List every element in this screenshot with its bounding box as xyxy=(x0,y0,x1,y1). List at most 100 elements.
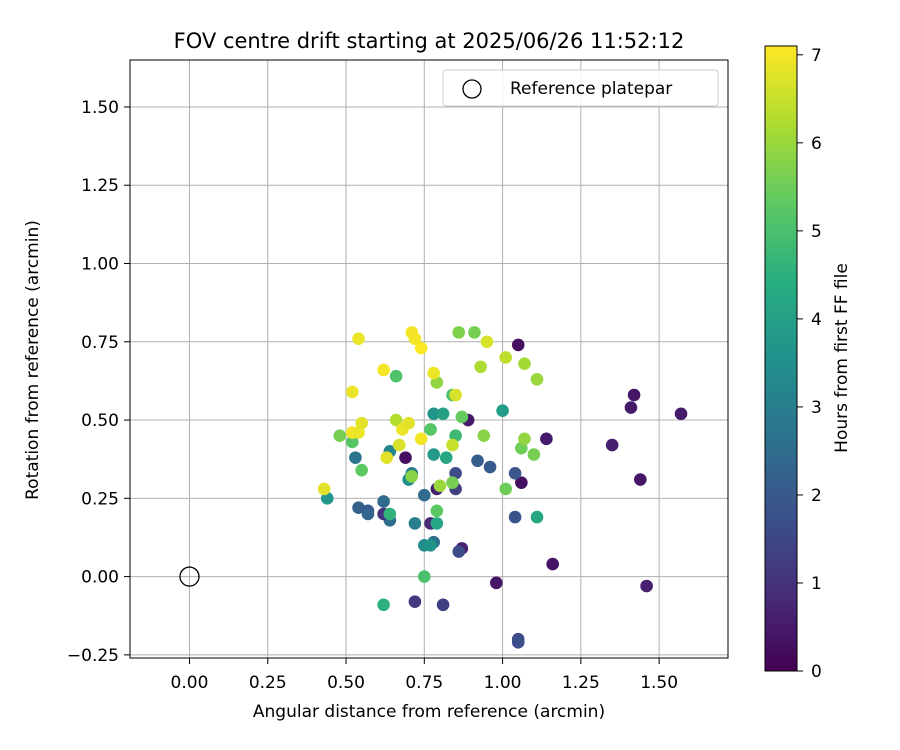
data-point xyxy=(605,438,619,452)
data-point xyxy=(418,570,431,583)
data-point xyxy=(352,501,365,515)
data-point xyxy=(452,545,466,558)
plot-frame xyxy=(129,59,729,659)
colorbar: 0 1 2 3 4 5 6 7 Hours from first FF file xyxy=(764,45,852,682)
data-point xyxy=(355,463,368,477)
colorbar-tick-label: 7 xyxy=(811,46,822,66)
data-point xyxy=(414,432,428,446)
legend-box xyxy=(442,69,719,107)
data-point xyxy=(477,429,491,443)
legend-entry: Reference platepar xyxy=(510,79,672,99)
colorbar-tick-label: 1 xyxy=(811,574,822,594)
data-point xyxy=(508,510,522,524)
data-point xyxy=(439,451,453,464)
data-point xyxy=(455,410,469,424)
data-point xyxy=(530,373,544,386)
y-tick-label: −0.25 xyxy=(67,646,119,666)
data-point xyxy=(508,466,522,480)
colorbar-tick-label: 2 xyxy=(811,486,822,506)
x-tick-label: 0.00 xyxy=(171,673,209,693)
x-tick-label: 1.00 xyxy=(484,673,522,693)
data-point xyxy=(518,357,531,370)
data-point xyxy=(530,510,544,524)
data-point xyxy=(424,538,437,552)
data-point xyxy=(408,595,422,608)
data-point xyxy=(317,482,331,496)
data-point xyxy=(515,476,528,489)
colorbar-label: Hours from first FF file xyxy=(832,263,852,453)
data-point xyxy=(377,363,390,377)
data-point xyxy=(446,438,459,452)
y-tick-label: 1.00 xyxy=(81,255,119,275)
data-point xyxy=(399,451,412,464)
data-point xyxy=(490,576,503,590)
data-point xyxy=(349,451,362,464)
data-point xyxy=(480,335,494,349)
x-tick-label: 0.75 xyxy=(405,673,443,693)
legend-marker-icon xyxy=(462,79,482,99)
data-point xyxy=(518,432,531,446)
data-point xyxy=(511,636,525,649)
grid xyxy=(130,60,728,658)
data-point xyxy=(383,507,397,521)
data-point xyxy=(674,407,688,421)
data-point xyxy=(449,388,462,402)
data-point xyxy=(627,388,641,402)
y-tick-label: 1.25 xyxy=(81,176,119,196)
data-point xyxy=(436,598,450,612)
data-point xyxy=(436,407,450,421)
data-point xyxy=(427,448,440,461)
data-point xyxy=(427,366,440,380)
data-point xyxy=(430,517,444,530)
data-point xyxy=(389,413,403,427)
y-tick-label: 1.50 xyxy=(81,98,119,118)
data-point xyxy=(427,407,440,421)
data-point xyxy=(380,451,394,464)
x-tick-label: 0.25 xyxy=(249,673,287,693)
chart-title: FOV centre drift starting at 2025/06/26 … xyxy=(174,29,685,53)
y-tick-label: 0.50 xyxy=(81,411,119,431)
data-point xyxy=(468,326,481,339)
data-points xyxy=(179,326,688,649)
data-point xyxy=(408,517,422,530)
data-point xyxy=(355,416,368,430)
data-point xyxy=(496,404,509,417)
data-point xyxy=(389,369,403,383)
y-tick-label: 0.75 xyxy=(81,333,119,353)
data-point xyxy=(640,579,653,593)
data-point xyxy=(540,432,553,446)
colorbar-gradient xyxy=(764,45,798,672)
data-point xyxy=(634,473,647,486)
data-point xyxy=(405,470,419,483)
colorbar-tick-label: 6 xyxy=(811,134,822,154)
data-point xyxy=(446,476,459,489)
data-point xyxy=(546,557,559,571)
reference-platepar-marker xyxy=(179,566,200,587)
axes: 0.00 0.25 0.50 0.75 1.00 1.25 1.50 −0.25 0.00 0.2… xyxy=(67,59,729,693)
data-point xyxy=(483,460,497,474)
x-tick-label: 1.50 xyxy=(640,673,678,693)
data-point xyxy=(430,504,444,518)
colorbar-tick-label: 3 xyxy=(811,398,822,418)
data-point xyxy=(418,488,431,502)
data-point xyxy=(402,416,415,430)
y-tick-label: 0.00 xyxy=(81,568,119,588)
data-point xyxy=(392,438,406,452)
colorbar-ticks: 0 1 2 3 4 5 6 7 xyxy=(797,46,822,682)
data-point xyxy=(452,326,466,339)
x-tick-label: 0.50 xyxy=(327,673,365,693)
data-point xyxy=(377,495,390,508)
data-point xyxy=(474,360,487,374)
data-point xyxy=(361,507,375,521)
data-point xyxy=(345,435,359,449)
data-point xyxy=(433,479,447,493)
data-point xyxy=(408,332,422,345)
data-point xyxy=(511,338,525,352)
data-point xyxy=(624,401,638,414)
data-point xyxy=(499,482,513,496)
x-axis-label: Angular distance from reference (arcmin) xyxy=(253,702,605,722)
data-point xyxy=(352,332,365,345)
y-tick-label: 0.25 xyxy=(81,489,119,509)
